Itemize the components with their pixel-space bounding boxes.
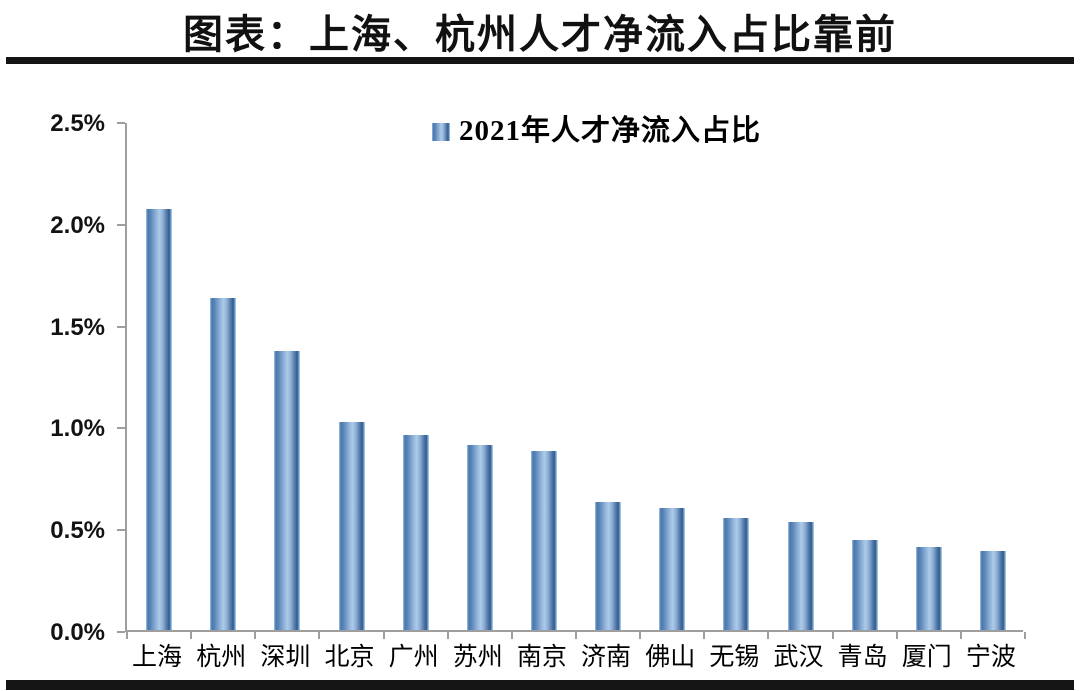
y-axis-tick-label: 2.5% (50, 110, 105, 137)
chart-legend: 2021年人才净流入占比 (432, 117, 761, 146)
x-axis-tick (895, 632, 898, 639)
y-axis-tick (117, 427, 125, 430)
x-axis-tick (703, 632, 706, 639)
y-axis-tick-label: 0.5% (50, 517, 105, 545)
page-title: 图表：上海、杭州人才净流入占比靠前 (183, 12, 897, 57)
x-axis-tick (254, 632, 257, 639)
x-axis-label-厦门: 厦门 (901, 644, 952, 671)
bar-杭州 (210, 298, 237, 630)
chart-plot-area (117, 122, 1026, 639)
bar-广州 (402, 434, 429, 630)
bar-无锡 (723, 518, 750, 630)
x-axis-tick (382, 632, 385, 639)
y-axis-tick (117, 223, 125, 226)
y-axis-tick-label: 2.0% (50, 211, 105, 239)
x-axis-tick (767, 632, 770, 639)
bar-济南 (595, 501, 622, 630)
bar-北京 (338, 422, 365, 630)
bar-佛山 (659, 507, 686, 630)
bar-南京 (530, 450, 557, 630)
bar-苏州 (466, 444, 493, 630)
y-axis-tick-label: 0.0% (50, 619, 105, 646)
y-axis-tick-label: 1.0% (50, 415, 105, 443)
title-divider-rule (6, 57, 1074, 64)
y-axis-tick (117, 122, 125, 124)
bar-厦门 (915, 546, 942, 630)
x-axis-tick (959, 632, 962, 639)
bar-青岛 (851, 540, 878, 630)
x-axis-label-武汉: 武汉 (773, 644, 824, 671)
x-axis-tick (831, 632, 834, 639)
x-axis-tick (639, 632, 642, 639)
x-axis-label-佛山: 佛山 (645, 644, 696, 671)
x-axis-label-济南: 济南 (581, 644, 632, 671)
x-axis-tick (510, 632, 513, 639)
x-axis-label-北京: 北京 (324, 644, 375, 671)
y-axis-tick-label: 1.5% (50, 313, 105, 341)
legend-label: 2021年人才净流入占比 (459, 115, 762, 147)
bar-上海 (146, 208, 173, 630)
bar-宁波 (979, 550, 1006, 630)
bar-深圳 (274, 351, 301, 630)
x-axis-label-南京: 南京 (516, 644, 567, 671)
x-axis-tick (190, 632, 193, 639)
x-axis-label-上海: 上海 (132, 644, 183, 671)
y-axis-tick (117, 631, 125, 633)
x-axis-label-宁波: 宁波 (965, 644, 1016, 671)
x-axis-label-无锡: 无锡 (709, 644, 760, 671)
x-axis-label-杭州: 杭州 (196, 644, 247, 671)
x-axis-tick (318, 632, 321, 639)
x-axis-label-青岛: 青岛 (837, 644, 888, 671)
x-axis-tick (1024, 632, 1026, 639)
x-axis-label-深圳: 深圳 (260, 644, 311, 671)
x-axis-label-广州: 广州 (388, 644, 439, 671)
legend-swatch-icon (432, 122, 450, 141)
x-axis-tick (575, 632, 577, 639)
bottom-rule (6, 680, 1074, 690)
y-axis-tick (117, 529, 125, 532)
x-axis-label-苏州: 苏州 (452, 644, 503, 671)
x-axis-tick (446, 632, 449, 639)
x-axis-tick (126, 632, 128, 639)
bar-武汉 (787, 522, 814, 630)
y-axis-tick (117, 325, 125, 328)
